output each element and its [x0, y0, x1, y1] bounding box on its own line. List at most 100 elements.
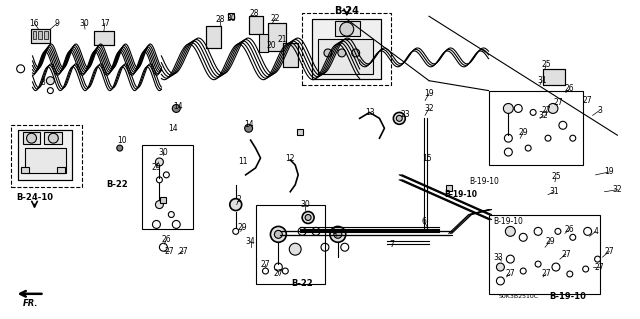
- Circle shape: [506, 226, 515, 236]
- Text: 17: 17: [100, 19, 109, 28]
- Bar: [141, 145, 193, 229]
- Text: 29: 29: [518, 128, 528, 137]
- Bar: [297, 129, 303, 135]
- Circle shape: [156, 158, 163, 166]
- Text: 25: 25: [551, 172, 561, 181]
- Bar: [488, 214, 600, 294]
- Text: B-24: B-24: [334, 6, 359, 16]
- Text: 33: 33: [493, 253, 503, 262]
- Text: 27: 27: [583, 96, 593, 105]
- Bar: [302, 13, 392, 85]
- Circle shape: [271, 226, 286, 242]
- Text: 7: 7: [389, 240, 394, 249]
- Bar: [18, 130, 72, 180]
- Text: 13: 13: [365, 108, 374, 117]
- Bar: [38, 31, 42, 39]
- Circle shape: [156, 201, 163, 209]
- Text: 27: 27: [273, 270, 283, 278]
- Circle shape: [394, 112, 405, 124]
- Text: 26: 26: [565, 225, 575, 234]
- Bar: [268, 23, 286, 51]
- Bar: [24, 148, 66, 173]
- Text: 9: 9: [55, 19, 60, 28]
- Bar: [312, 19, 381, 79]
- Text: 14: 14: [244, 120, 253, 129]
- Bar: [18, 130, 72, 180]
- Text: 12: 12: [285, 153, 295, 162]
- Text: 21: 21: [278, 34, 287, 44]
- Text: 27: 27: [553, 98, 563, 107]
- Text: 27: 27: [260, 260, 270, 269]
- Text: B-24-10: B-24-10: [16, 193, 53, 202]
- Text: 32: 32: [612, 185, 622, 194]
- Text: 27: 27: [164, 247, 174, 256]
- Text: 26: 26: [161, 235, 171, 244]
- Text: B-19-10: B-19-10: [493, 217, 524, 226]
- Text: 27: 27: [595, 263, 604, 271]
- Circle shape: [497, 263, 504, 271]
- Text: B-22: B-22: [106, 180, 127, 189]
- Circle shape: [275, 230, 282, 238]
- Circle shape: [49, 133, 58, 143]
- Text: 22: 22: [271, 14, 280, 23]
- Bar: [11, 125, 82, 187]
- Bar: [259, 34, 268, 52]
- Bar: [543, 69, 565, 85]
- Bar: [161, 197, 166, 203]
- Bar: [33, 31, 36, 39]
- Text: 27: 27: [561, 250, 571, 259]
- Text: 27: 27: [541, 270, 551, 278]
- Text: 19: 19: [605, 167, 614, 176]
- Text: 32: 32: [538, 111, 548, 120]
- Bar: [248, 16, 264, 34]
- Text: 20: 20: [267, 41, 276, 50]
- Bar: [206, 26, 221, 48]
- Text: 16: 16: [29, 19, 39, 28]
- Circle shape: [504, 103, 513, 114]
- Bar: [268, 23, 286, 51]
- Bar: [206, 26, 221, 48]
- Bar: [284, 43, 298, 67]
- Text: 3: 3: [597, 106, 602, 115]
- Bar: [543, 69, 565, 85]
- Circle shape: [244, 124, 253, 132]
- Bar: [44, 31, 49, 39]
- Circle shape: [324, 49, 332, 57]
- Bar: [22, 132, 40, 144]
- Text: 30: 30: [300, 200, 310, 209]
- Text: 5: 5: [332, 227, 337, 236]
- Text: 29: 29: [238, 223, 248, 232]
- Bar: [31, 29, 51, 43]
- Text: 28: 28: [215, 15, 225, 24]
- Text: FR.: FR.: [23, 299, 38, 308]
- Bar: [228, 13, 234, 19]
- Text: 2: 2: [236, 195, 241, 204]
- Text: 23: 23: [401, 110, 410, 119]
- Text: 28: 28: [250, 9, 259, 18]
- Text: B-19-10: B-19-10: [549, 292, 586, 301]
- Circle shape: [548, 103, 558, 114]
- Bar: [318, 39, 372, 74]
- Circle shape: [396, 115, 403, 121]
- Text: 4: 4: [593, 227, 598, 236]
- Bar: [335, 21, 360, 36]
- Text: 30: 30: [226, 14, 236, 23]
- Bar: [94, 31, 114, 45]
- Text: 31: 31: [549, 187, 559, 196]
- Bar: [284, 43, 298, 67]
- Circle shape: [27, 133, 36, 143]
- Circle shape: [172, 105, 180, 112]
- Text: 34: 34: [246, 237, 255, 246]
- Text: 25: 25: [541, 60, 551, 69]
- Text: 14: 14: [168, 124, 178, 133]
- Bar: [31, 29, 51, 43]
- Circle shape: [340, 22, 354, 36]
- Text: 15: 15: [422, 153, 432, 162]
- Circle shape: [230, 199, 242, 211]
- Circle shape: [352, 49, 360, 57]
- Text: 31: 31: [537, 76, 547, 85]
- Bar: [312, 19, 381, 79]
- Bar: [488, 91, 582, 165]
- Text: B-22: B-22: [291, 279, 313, 288]
- Text: 27: 27: [605, 247, 614, 256]
